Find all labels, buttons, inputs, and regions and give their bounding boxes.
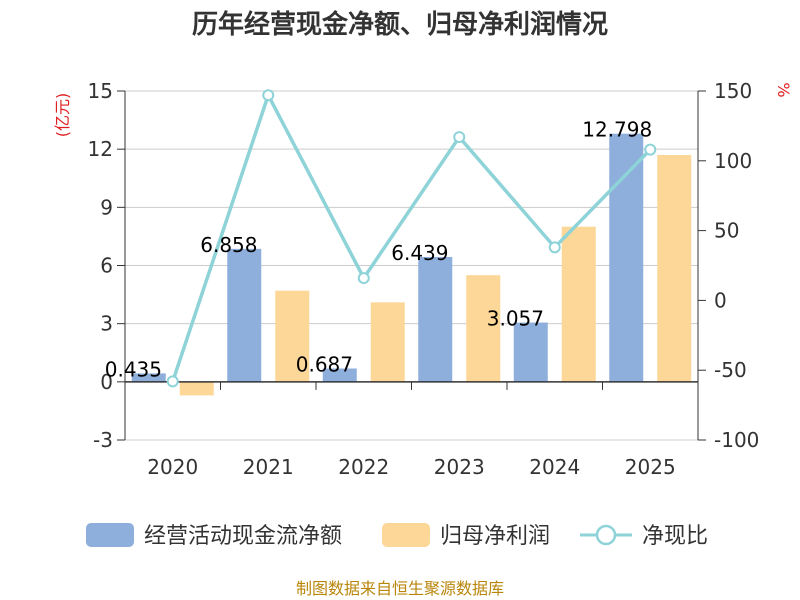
legend-label-ratio: 净现比 [642,524,708,549]
x-tick-label: 2023 [434,455,485,479]
bar-value-label: 0.687 [296,353,353,377]
bar-cashflow [513,322,548,382]
right-tick-label: -100 [714,428,759,452]
right-tick-label: 50 [714,219,739,243]
ratio-point [548,241,561,254]
right-tick-label: 100 [714,149,752,173]
x-tick-label: 2020 [147,455,198,479]
left-tick-label: 0 [100,370,113,394]
ratio-line [171,90,652,382]
legend-marker-ratio [595,524,617,546]
bar-netprofit [561,226,596,382]
right-axis-unit: % [774,82,793,97]
left-tick-label: -3 [93,428,113,452]
bar-netprofit [466,275,501,382]
bar-value-label: 12.798 [582,118,652,142]
ratio-point [644,143,657,156]
left-tick-label: 9 [100,195,113,219]
bar-netprofit [657,154,692,382]
bar-value-label: 6.439 [391,241,448,265]
x-tick-label: 2022 [338,455,389,479]
grid-lines [125,90,698,441]
ratio-point [166,375,179,388]
bar-labels: 0.435 6.858 0.687 6.439 3.057 12.798 [105,118,652,382]
bar-marks [131,133,692,396]
left-tick-label: 12 [88,137,113,161]
bar-cashflow [131,373,166,382]
ratio-point [357,272,370,285]
bar-value-label: 0.435 [105,357,162,381]
bar-value-label: 6.858 [200,233,257,257]
bar-cashflow [322,368,357,382]
left-tick-label: 3 [100,312,113,336]
left-tick-label: 6 [100,254,113,278]
right-tick-label: 0 [714,288,727,312]
bar-value-label: 3.057 [487,307,544,331]
legend-label-netprofit: 归母净利润 [440,524,550,549]
source-note: 制图数据来自恒生聚源数据库 [296,579,504,598]
legend: 经营活动现金流净额 归母净利润 净现比 [86,523,708,549]
right-tick-label: 150 [714,79,752,103]
chart-title: 历年经营现金净额、归母净利润情况 [192,9,608,40]
ratio-point [453,131,466,144]
bar-cashflow [227,248,262,382]
bar-cashflow [418,256,453,382]
bar-netprofit [179,381,214,396]
legend-label-cashflow: 经营活动现金流净额 [144,524,342,549]
legend-swatch-netprofit [382,523,430,547]
x-tick-label: 2024 [529,455,580,479]
x-tick-label: 2021 [243,455,294,479]
left-axis-unit: (亿元) [53,93,72,138]
ratio-line-series [166,89,657,388]
ratio-point [262,89,275,102]
legend-swatch-cashflow [86,523,134,547]
right-tick-label: -50 [714,358,747,382]
left-tick-label: 15 [88,79,113,103]
axes: -3 0 3 6 9 12 15 -100 -50 0 50 100 150 2020 2021 2022 20… [88,79,760,479]
bar-netprofit [275,290,310,382]
bar-cashflow [609,133,644,382]
x-tick-label: 2025 [625,455,676,479]
bar-netprofit [370,302,405,382]
